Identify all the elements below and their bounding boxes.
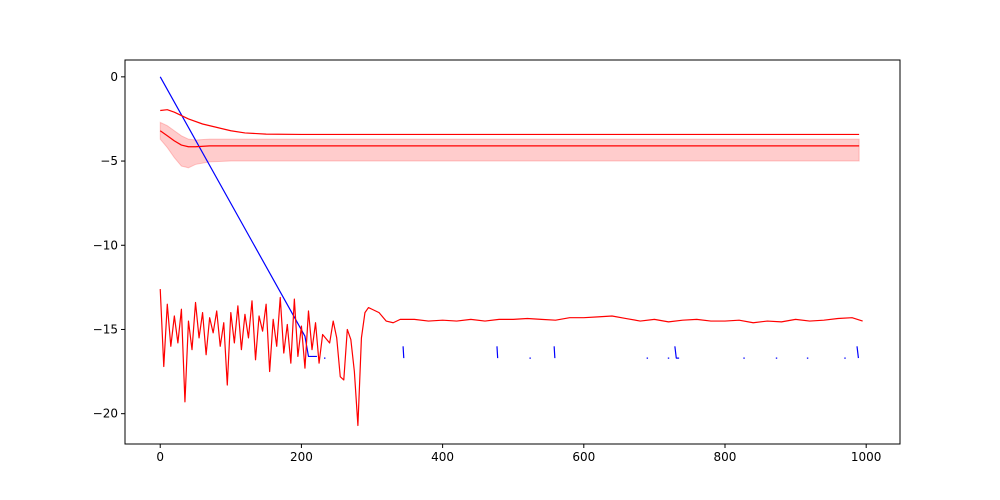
y-tick-label: −5: [100, 154, 118, 168]
axes-frame: [124, 59, 901, 445]
plot-area: [159, 76, 863, 427]
y-tick-label: −20: [93, 407, 118, 421]
x-tick-label: 200: [290, 450, 313, 464]
x-tick-label: 0: [156, 450, 164, 464]
x-tick-label: 400: [431, 450, 454, 464]
x-tick-label: 800: [714, 450, 737, 464]
y-tick-label: −15: [93, 322, 118, 336]
data-line: [159, 130, 860, 148]
y-tick-label: 0: [110, 70, 118, 84]
confidence-band: [159, 121, 860, 169]
x-tick-label: 1000: [851, 450, 882, 464]
y-tick-label: −10: [93, 238, 118, 252]
data-line: [160, 109, 860, 136]
x-tick-label: 600: [572, 450, 595, 464]
data-line: [159, 289, 863, 427]
